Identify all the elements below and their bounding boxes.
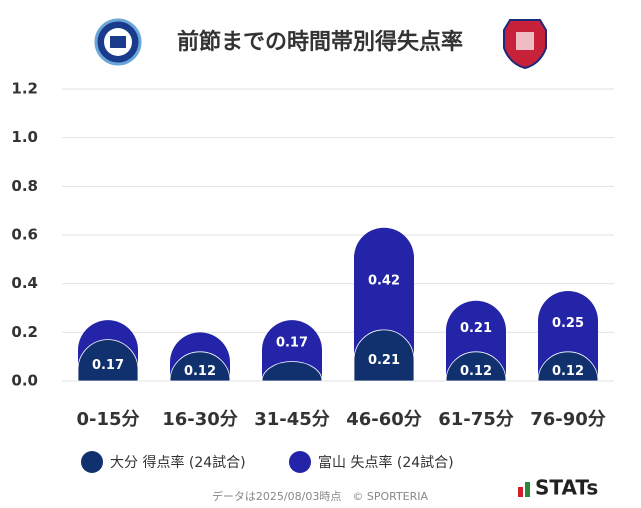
bar-segment	[445, 351, 507, 382]
x-tick-label: 16-30分	[162, 409, 238, 430]
home-logo	[94, 18, 142, 66]
bar-segment	[537, 351, 599, 382]
chart-title: 前節までの時間帯別得失点率	[177, 29, 463, 55]
legend-marker	[289, 451, 311, 473]
value-label: 0.12	[460, 364, 492, 379]
y-tick-label: 0.8	[11, 177, 38, 195]
footnote: データは2025/08/03時点 © SPORTERIA	[212, 489, 429, 503]
away-logo	[503, 19, 547, 70]
legend-label: 富山 失点率 (24試合)	[318, 454, 454, 471]
brand-name: STATs	[535, 476, 598, 500]
value-label: 0.17	[276, 335, 308, 350]
bar-segment	[77, 339, 139, 382]
legend-label: 大分 得点率 (24試合)	[110, 454, 246, 471]
value-label: 0.21	[368, 353, 400, 368]
y-tick-label: 0.4	[11, 274, 38, 292]
bar-segment	[261, 361, 323, 382]
x-tick-label: 76-90分	[530, 409, 606, 430]
bar-segment	[169, 351, 231, 382]
value-label: 0.42	[368, 273, 400, 288]
x-tick-label: 46-60分	[346, 409, 422, 430]
y-tick-label: 0.0	[11, 372, 38, 390]
y-tick-label: 1.0	[11, 128, 38, 146]
y-tick-label: 0.6	[11, 226, 38, 244]
value-label: 0.12	[184, 364, 216, 379]
x-tick-label: 61-75分	[438, 409, 514, 430]
x-tick-label: 0-15分	[76, 409, 139, 430]
legend-marker	[81, 451, 103, 473]
value-label: 0.12	[552, 364, 584, 379]
bar-segment	[353, 329, 415, 382]
value-label: 0.25	[552, 316, 584, 331]
x-tick-label: 31-45分	[254, 409, 330, 430]
y-tick-label: 1.2	[11, 80, 38, 98]
value-label: 0.17	[92, 358, 124, 373]
brand-logo: STATs	[518, 476, 598, 500]
value-label: 0.21	[460, 321, 492, 336]
y-tick-label: 0.2	[11, 323, 38, 341]
